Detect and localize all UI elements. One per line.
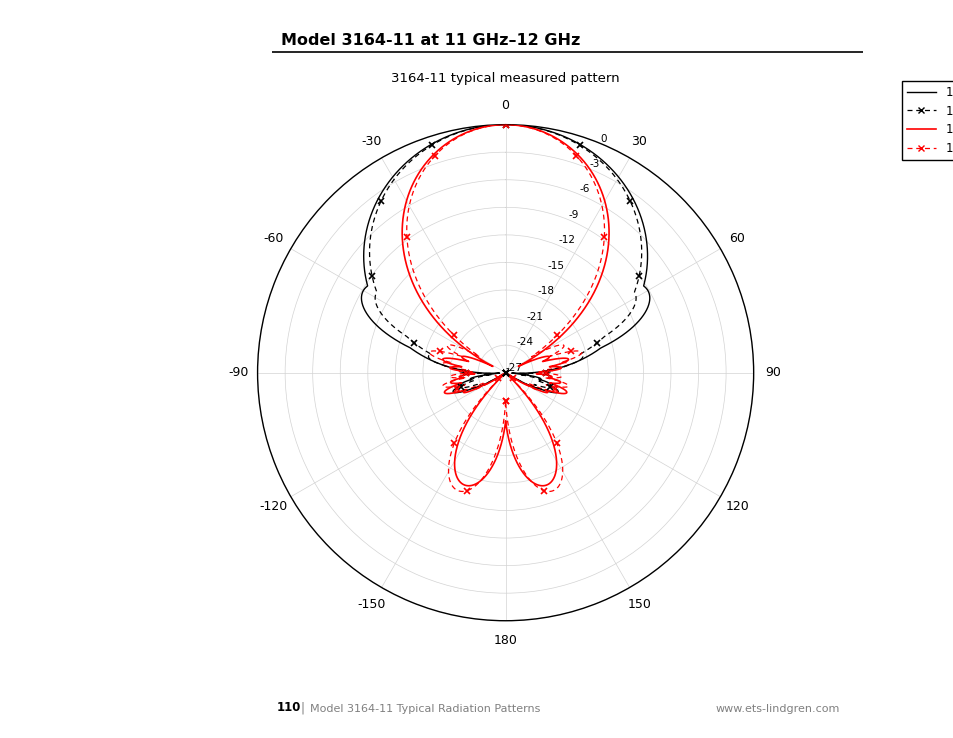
Text: Model 3164-11 Typical Radiation Patterns: Model 3164-11 Typical Radiation Patterns (310, 704, 539, 714)
Legend: 11 GHz E, 12 GHz E, 11 GHz H, 12 GHz H: 11 GHz E, 12 GHz E, 11 GHz H, 12 GHz H (901, 81, 953, 160)
Title: 3164-11 typical measured pattern: 3164-11 typical measured pattern (391, 72, 619, 85)
Text: Model 3164-11 at 11 GHz–12 GHz: Model 3164-11 at 11 GHz–12 GHz (281, 33, 580, 48)
Text: www.ets-lindgren.com: www.ets-lindgren.com (715, 704, 839, 714)
Text: |: | (300, 701, 304, 714)
Text: 110: 110 (276, 701, 301, 714)
